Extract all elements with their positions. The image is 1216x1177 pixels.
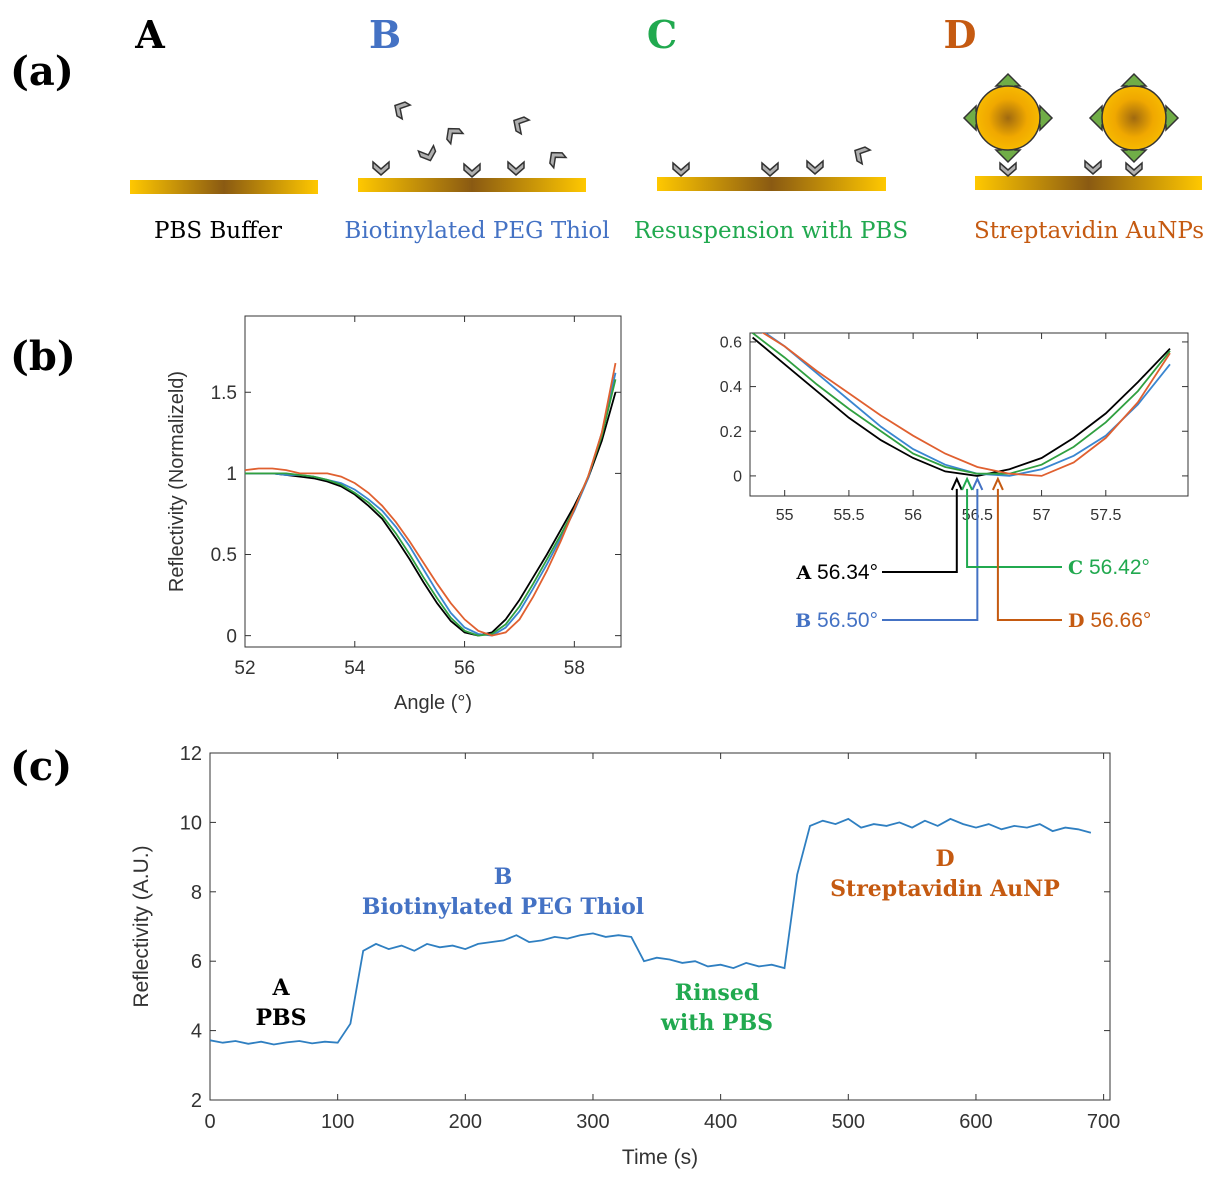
x-tick-label: 200 xyxy=(449,1111,482,1133)
arrow-head xyxy=(961,476,973,491)
minimum-value: 56.42° xyxy=(1089,556,1150,579)
minimum-arrow xyxy=(882,488,958,573)
minimum-arrow xyxy=(882,488,979,621)
y-tick-label: 0.2 xyxy=(720,424,742,441)
minimum-value: 56.34° xyxy=(817,561,878,584)
x-tick-label: 55 xyxy=(776,507,794,524)
minimum-label: A 56.34° xyxy=(795,561,878,584)
x-tick-label: 600 xyxy=(959,1111,992,1133)
minimum-letter: D xyxy=(1068,610,1084,632)
minimum-label: B 56.50° xyxy=(795,609,878,632)
x-tick-label: 700 xyxy=(1087,1111,1120,1133)
arrow-head xyxy=(991,476,1004,491)
x-axis-label: Time (s) xyxy=(622,1146,698,1169)
minimum-letter: A xyxy=(795,562,811,584)
data-line xyxy=(763,333,1171,477)
x-tick-label: 300 xyxy=(576,1111,609,1133)
step-letter: A xyxy=(134,12,165,57)
plot-area xyxy=(752,333,1171,477)
step-caption: Resuspension with PBS xyxy=(634,218,908,244)
data-line xyxy=(245,362,617,637)
y-tick-label: 6 xyxy=(191,951,202,973)
minimum-value: 56.50° xyxy=(817,609,878,632)
y-tick-label: 0 xyxy=(733,469,742,486)
y-tick-label: 8 xyxy=(191,882,202,904)
step-letter: C xyxy=(647,12,677,57)
plot-area xyxy=(210,817,1092,1046)
x-tick-label: 56 xyxy=(454,658,475,679)
annotation: PBS xyxy=(255,1005,306,1031)
annotation: Streptavidin AuNP xyxy=(830,876,1060,902)
data-line xyxy=(245,392,617,637)
x-tick-label: 55.5 xyxy=(833,507,864,524)
minimum-value: 56.66° xyxy=(1090,609,1151,632)
data-line xyxy=(761,333,1171,477)
x-tick-label: 100 xyxy=(321,1111,354,1133)
x-tick-label: 52 xyxy=(234,658,255,679)
arrow-head xyxy=(971,476,984,491)
y-tick-label: 12 xyxy=(180,743,202,765)
panel-label: (a) xyxy=(10,48,74,95)
data-line xyxy=(245,379,617,637)
annotation: A xyxy=(271,975,290,1001)
nanoparticle xyxy=(963,73,1053,177)
x-tick-label: 500 xyxy=(832,1111,865,1133)
step-caption: Streptavidin AuNPs xyxy=(974,218,1204,244)
step-caption: PBS Buffer xyxy=(154,218,282,244)
y-tick-label: 0 xyxy=(226,626,237,647)
minimum-arrow xyxy=(996,488,1062,621)
annotation: with PBS xyxy=(660,1010,773,1036)
minimum-label: C 56.42° xyxy=(1068,556,1150,579)
x-tick-label: 57 xyxy=(1033,507,1051,524)
minimum-letter: B xyxy=(795,610,811,632)
annotation: Rinsed xyxy=(675,980,759,1006)
plot-area xyxy=(245,362,617,637)
gold-surface xyxy=(358,178,586,192)
panel-label: (b) xyxy=(10,333,76,380)
x-tick-label: 400 xyxy=(704,1111,737,1133)
step-letter: B xyxy=(369,12,401,57)
step-caption: Biotinylated PEG Thiol xyxy=(344,218,609,244)
y-tick-label: 1 xyxy=(226,464,237,485)
minimum-label: D 56.66° xyxy=(1068,609,1151,632)
nanoparticle xyxy=(1089,73,1179,177)
step-letter: D xyxy=(944,12,977,57)
x-tick-label: 54 xyxy=(344,658,366,679)
y-tick-label: 0.4 xyxy=(720,379,742,396)
minimum-arrow xyxy=(966,488,1062,568)
y-tick-label: 4 xyxy=(191,1021,202,1043)
arrow-head xyxy=(950,476,963,491)
minimum-letter: C xyxy=(1068,557,1083,579)
x-tick-label: 57.5 xyxy=(1090,507,1121,524)
y-tick-label: 10 xyxy=(180,812,202,834)
x-tick-label: 0 xyxy=(204,1111,215,1133)
plot-frame xyxy=(209,752,1111,1101)
y-tick-label: 0.6 xyxy=(720,335,742,352)
panel-label: (c) xyxy=(10,743,72,790)
x-tick-label: 56 xyxy=(904,507,922,524)
data-line xyxy=(210,817,1092,1046)
annotation: B xyxy=(494,864,513,890)
y-tick-label: 0.5 xyxy=(211,545,237,566)
x-axis-label: Angle (°) xyxy=(394,692,472,714)
y-tick-label: 1.5 xyxy=(211,383,237,404)
gold-surface xyxy=(657,177,886,191)
gold-surface xyxy=(975,176,1202,190)
y-axis-label: Reflectivity (Normalizeld) xyxy=(166,371,188,592)
data-line xyxy=(752,336,1171,477)
y-tick-label: 2 xyxy=(191,1090,202,1112)
annotation: D xyxy=(935,846,954,872)
y-axis-label: Reflectivity (A.U.) xyxy=(130,845,153,1007)
x-tick-label: 58 xyxy=(564,658,585,679)
annotation: Biotinylated PEG Thiol xyxy=(362,894,644,920)
gold-surface xyxy=(130,180,318,194)
diagram-shapes xyxy=(130,73,1202,194)
data-line xyxy=(752,333,1171,475)
